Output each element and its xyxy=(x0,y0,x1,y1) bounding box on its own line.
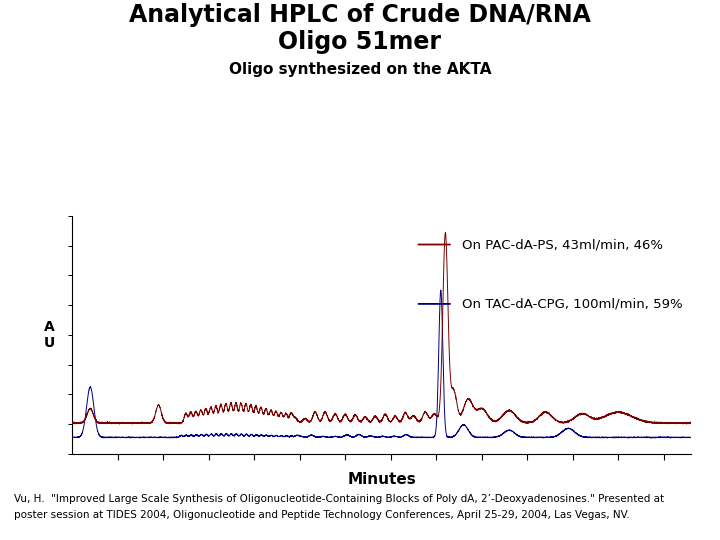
Y-axis label: A
U: A U xyxy=(43,320,55,350)
Text: Vu, H.  "Improved Large Scale Synthesis of Oligonucleotide-Containing Blocks of : Vu, H. "Improved Large Scale Synthesis o… xyxy=(14,494,665,504)
X-axis label: Minutes: Minutes xyxy=(347,472,416,487)
Text: On TAC-dA-CPG, 100ml/min, 59%: On TAC-dA-CPG, 100ml/min, 59% xyxy=(462,298,683,310)
Text: Oligo synthesized on the AKTA: Oligo synthesized on the AKTA xyxy=(229,62,491,77)
Text: Analytical HPLC of Crude DNA/RNA: Analytical HPLC of Crude DNA/RNA xyxy=(129,3,591,26)
Text: On PAC-dA-PS, 43ml/min, 46%: On PAC-dA-PS, 43ml/min, 46% xyxy=(462,238,663,251)
Text: Oligo 51mer: Oligo 51mer xyxy=(279,30,441,53)
Text: poster session at TIDES 2004, Oligonucleotide and Peptide Technology Conferences: poster session at TIDES 2004, Oligonucle… xyxy=(14,510,630,521)
